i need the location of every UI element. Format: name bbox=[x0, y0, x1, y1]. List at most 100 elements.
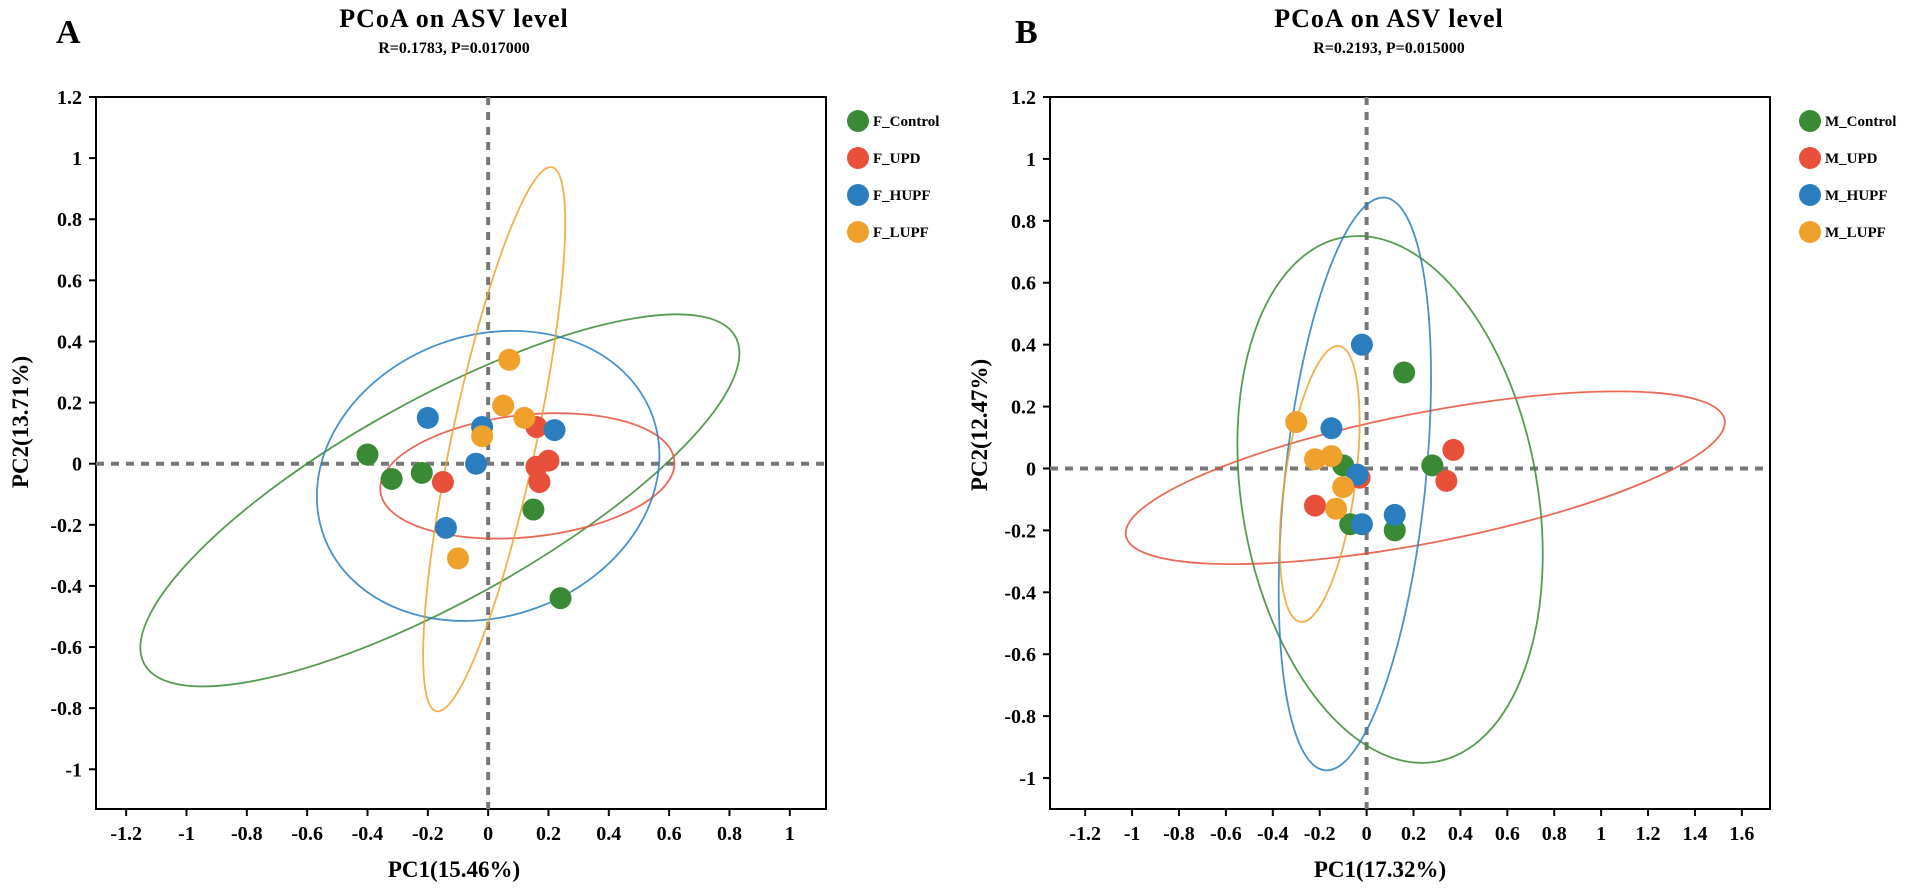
data-point-f-control bbox=[522, 498, 545, 521]
x-tick-label: -0.4 bbox=[1257, 823, 1289, 845]
x-tick-label: -0.2 bbox=[1304, 823, 1336, 845]
x-tick-label: 0.8 bbox=[717, 823, 742, 845]
y-tick-label: -0.8 bbox=[50, 698, 82, 720]
data-point-f-control bbox=[410, 461, 433, 484]
x-tick-label: 1 bbox=[785, 823, 795, 845]
x-tick-label: 0.2 bbox=[1401, 823, 1426, 845]
x-tick-label: 1.4 bbox=[1682, 823, 1707, 845]
x-axis-label: PC1(15.46%) bbox=[388, 857, 520, 882]
confidence-ellipse-f-control bbox=[139, 313, 741, 688]
data-point-m-hupf bbox=[1320, 417, 1343, 440]
x-tick-label: 0.6 bbox=[657, 823, 682, 845]
y-tick-label: 0.2 bbox=[1011, 397, 1036, 419]
data-point-m-upd bbox=[1435, 469, 1458, 492]
legend-label: M_UPD bbox=[1825, 151, 1878, 167]
confidence-ellipse-f-lupf bbox=[422, 166, 567, 713]
legend-label: F_LUPF bbox=[873, 225, 929, 241]
y-axis-label: PC2(12.47%) bbox=[967, 359, 992, 491]
y-tick-label: -0.4 bbox=[50, 576, 82, 598]
y-tick-label: -0.6 bbox=[50, 637, 82, 659]
legend-swatch bbox=[1799, 147, 1821, 169]
x-tick-label: 0.6 bbox=[1495, 823, 1520, 845]
data-point-m-hupf bbox=[1350, 333, 1373, 356]
data-point-f-hupf bbox=[543, 419, 566, 442]
y-tick-label: 1 bbox=[72, 148, 82, 170]
legend-swatch bbox=[1799, 184, 1821, 206]
data-point-f-control bbox=[356, 443, 379, 466]
y-tick-label: -0.6 bbox=[1004, 644, 1036, 666]
chart-subtitle: R=0.2193, P=0.015000 bbox=[1313, 40, 1465, 57]
legend-swatch bbox=[847, 110, 869, 132]
y-tick-label: 0 bbox=[72, 454, 82, 476]
data-point-f-upd bbox=[431, 471, 454, 494]
data-point-m-lupf bbox=[1325, 497, 1348, 520]
data-point-f-lupf bbox=[471, 425, 494, 448]
panel-label: B bbox=[1015, 14, 1038, 51]
y-tick-label: 1 bbox=[1026, 149, 1036, 171]
data-point-f-upd bbox=[528, 471, 551, 494]
y-tick-label: 1.2 bbox=[1011, 87, 1036, 109]
data-point-f-hupf bbox=[434, 516, 457, 539]
data-point-f-lupf bbox=[498, 348, 521, 371]
x-tick-label: -0.6 bbox=[1210, 823, 1242, 845]
x-tick-label: 1 bbox=[1596, 823, 1606, 845]
y-tick-label: 0.6 bbox=[57, 270, 82, 292]
panel-label: A bbox=[56, 14, 81, 51]
legend-label: F_Control bbox=[873, 114, 939, 130]
x-tick-label: -0.2 bbox=[412, 823, 444, 845]
data-point-f-lupf bbox=[492, 394, 515, 417]
legend-swatch bbox=[847, 147, 869, 169]
x-tick-label: -0.8 bbox=[231, 823, 263, 845]
x-tick-label: -0.6 bbox=[291, 823, 323, 845]
x-tick-label: 0 bbox=[1362, 823, 1372, 845]
legend-label: F_UPD bbox=[873, 151, 921, 167]
x-tick-label: -1.2 bbox=[110, 823, 142, 845]
y-tick-label: -1 bbox=[65, 759, 82, 781]
data-point-f-lupf bbox=[513, 406, 536, 429]
y-tick-label: 0.4 bbox=[1011, 335, 1036, 357]
chart-title: PCoA on ASV level bbox=[339, 4, 569, 33]
data-point-m-hupf bbox=[1383, 503, 1406, 526]
data-point-m-control bbox=[1421, 454, 1444, 477]
x-tick-label: -0.4 bbox=[352, 823, 384, 845]
legend-swatch bbox=[1799, 221, 1821, 243]
legend-label: M_Control bbox=[1825, 114, 1896, 130]
chart-subtitle: R=0.1783, P=0.017000 bbox=[378, 40, 530, 57]
y-tick-label: -0.2 bbox=[50, 515, 82, 537]
x-tick-label: 0.8 bbox=[1542, 823, 1567, 845]
confidence-ellipse-m-lupf bbox=[1278, 345, 1361, 623]
y-tick-label: -0.2 bbox=[1004, 520, 1036, 542]
y-tick-label: 0.2 bbox=[57, 393, 82, 415]
confidence-ellipse-m-control bbox=[1236, 235, 1544, 764]
data-point-f-lupf bbox=[446, 547, 469, 570]
x-axis-label: PC1(17.32%) bbox=[1314, 857, 1446, 882]
x-tick-label: -1.2 bbox=[1069, 823, 1101, 845]
data-point-f-control bbox=[549, 587, 572, 610]
data-point-f-upd bbox=[537, 449, 560, 472]
y-tick-label: 0.4 bbox=[57, 331, 82, 353]
x-tick-label: 0 bbox=[483, 823, 493, 845]
y-tick-label: 0 bbox=[1026, 458, 1036, 480]
x-tick-label: 0.4 bbox=[1448, 823, 1473, 845]
x-tick-label: -0.8 bbox=[1163, 823, 1195, 845]
data-point-f-hupf bbox=[465, 452, 488, 475]
data-point-m-hupf bbox=[1350, 513, 1373, 536]
plot-frame bbox=[1049, 96, 1771, 810]
y-tick-label: -1 bbox=[1019, 768, 1036, 790]
y-tick-label: -0.4 bbox=[1004, 582, 1036, 604]
legend-swatch bbox=[847, 221, 869, 243]
data-point-m-lupf bbox=[1332, 476, 1355, 499]
x-tick-label: 0.2 bbox=[536, 823, 561, 845]
data-point-f-hupf bbox=[416, 406, 439, 429]
data-point-m-lupf bbox=[1285, 411, 1308, 434]
data-point-m-control bbox=[1383, 519, 1406, 542]
y-axis-label: PC2(13.71%) bbox=[8, 356, 33, 488]
x-tick-label: 1.2 bbox=[1636, 823, 1661, 845]
y-tick-label: 0.8 bbox=[1011, 211, 1036, 233]
x-tick-label: 0.4 bbox=[596, 823, 621, 845]
legend-label: F_HUPF bbox=[873, 188, 931, 204]
y-tick-label: 1.2 bbox=[57, 87, 82, 109]
y-tick-label: 0.6 bbox=[1011, 273, 1036, 295]
data-point-m-upd bbox=[1304, 494, 1327, 517]
plot-frame bbox=[95, 96, 827, 810]
